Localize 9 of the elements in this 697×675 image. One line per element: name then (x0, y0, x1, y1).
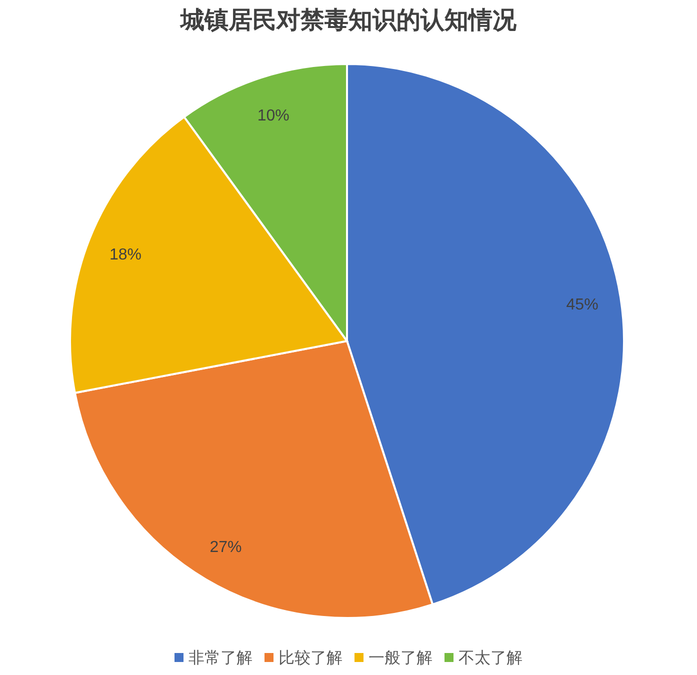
data-label: 45% (566, 296, 598, 314)
legend-label: 非常了解 (188, 649, 252, 667)
data-label: 27% (210, 539, 242, 556)
legend-label: 不太了解 (458, 649, 522, 667)
legend-label: 比较了解 (278, 649, 342, 667)
data-label: 18% (109, 246, 142, 264)
legend-label: 一般了解 (368, 650, 432, 667)
chart-title: 城镇居民对禁毒知识的认知情况 (180, 7, 518, 34)
data-label: 10% (257, 107, 290, 124)
